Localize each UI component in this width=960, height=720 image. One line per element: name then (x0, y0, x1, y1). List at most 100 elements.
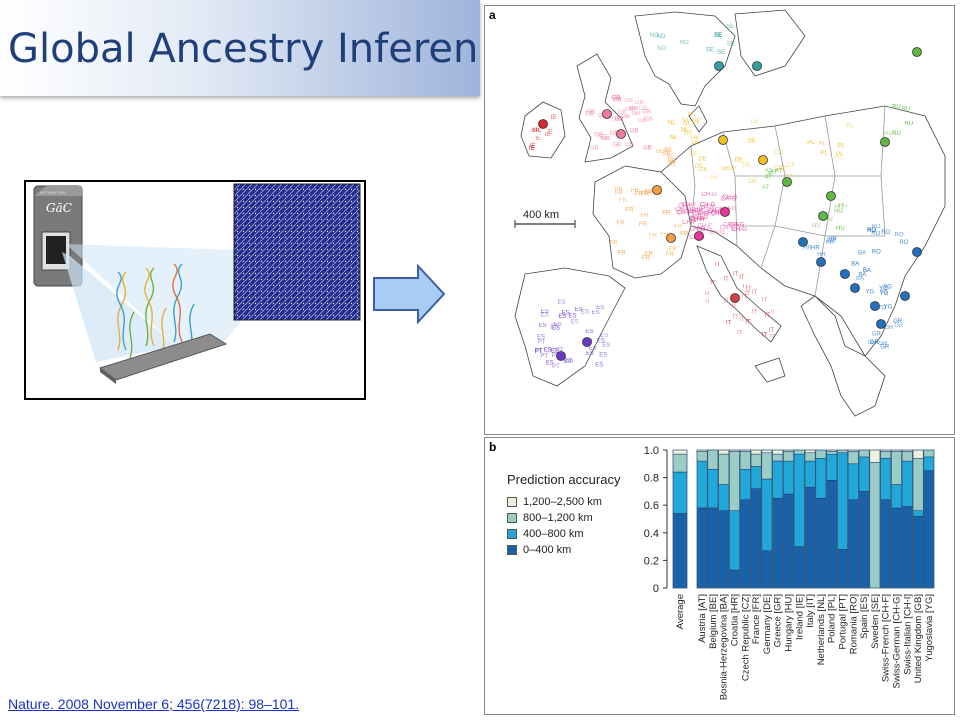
map-sample-label: NL (668, 121, 676, 127)
map-sample-label: IT (742, 294, 748, 300)
map-sample-label: IT (733, 271, 739, 277)
map-centroid-dot (714, 61, 724, 71)
map-sample-label: RO (872, 224, 881, 230)
map-sample-label: IT (745, 320, 751, 326)
map-sample-label: BA (863, 268, 871, 274)
map-sample-label: AT (770, 169, 778, 175)
scale-bar: 400 km (514, 209, 576, 228)
map-sample-label: GB (639, 106, 648, 112)
x-category-label: Ireland [IE] (794, 594, 805, 640)
map-sample-label: DE (728, 166, 736, 172)
bar-segment (837, 449, 848, 454)
map-sample-label: CH-G (722, 195, 738, 201)
map-sample-label: ES (586, 351, 594, 357)
map-sample-label: GB (610, 131, 619, 137)
map-sample-label: NL (681, 128, 689, 134)
map-sample-label: CH-G (707, 209, 723, 215)
map-sample-label: DE (692, 140, 700, 146)
map-sample-label: DE (692, 119, 700, 125)
map-sample-label: HR (827, 239, 836, 245)
map-sample-label: IT (762, 332, 768, 338)
europe-map-panel: a (484, 5, 955, 435)
map-sample-label: IT (724, 299, 730, 305)
bar-segment (707, 449, 719, 470)
bar-frame (912, 449, 924, 589)
map-centroid-dot (752, 61, 762, 71)
map-sample-label: IT (739, 317, 745, 323)
map-sample-label: GB (615, 116, 624, 122)
map-sample-label: HU (824, 217, 833, 223)
bar-segment (901, 460, 913, 507)
x-category-label: United Kingdom [GB] (913, 594, 924, 683)
map-sample-label: FR (619, 198, 628, 204)
chip-text: GāC (46, 201, 72, 215)
bar-frame (815, 449, 827, 589)
bar-segment (761, 452, 773, 480)
map-sample-label: HR (828, 236, 837, 242)
map-sample-label: FR (662, 210, 671, 216)
legend-swatch (507, 513, 517, 523)
map-sample-label: BE (667, 154, 675, 160)
bar-frame (672, 449, 688, 589)
title-band: Global Ancestry Inferen (0, 0, 480, 96)
x-category-label: Yugoslavia [YG] (924, 594, 935, 662)
y-tick-label: 1.0 (644, 445, 659, 457)
map-sample-label: RO (895, 233, 904, 239)
map-sample-label: IT (770, 309, 776, 315)
map-sample-label: YG (884, 305, 893, 311)
map-centroid-dot (556, 351, 566, 361)
panel-b-label: b (489, 440, 497, 454)
bar-segment (729, 569, 740, 589)
map-sample-label: ES (550, 325, 558, 331)
legend-item-800-1200: 800–1,200 km (507, 512, 593, 524)
map-sample-label: ES (546, 361, 554, 367)
map-centroid-dot (826, 191, 836, 201)
map-sample-label: IE (545, 132, 551, 138)
chip-cartridge: AFFYMETRIX GāC (33, 185, 83, 287)
map-sample-label: CH-G (702, 192, 718, 198)
map-sample-label: ES (569, 314, 577, 320)
bar-segment (718, 484, 730, 511)
bar-segment (912, 515, 924, 589)
bar-segment (783, 460, 794, 495)
map-sample-label: IE (530, 144, 536, 150)
x-category-label: Greece [GR] (773, 594, 784, 647)
map-sample-label: IE (534, 127, 540, 133)
map-sample-label: IT (739, 275, 745, 281)
map-centroid-dot (840, 269, 850, 279)
x-category-label: Bosnia-Herzegovina [BA] (719, 594, 730, 700)
map-sample-label: RO (899, 240, 908, 246)
map-sample-label: FR (645, 251, 654, 257)
bar-segment (847, 499, 859, 589)
map-sample-label: DE (735, 158, 743, 164)
bar-segment (750, 449, 762, 455)
map-sample-label: DE (699, 167, 707, 173)
map-sample-label: CZ (775, 166, 783, 172)
bar-frame (696, 449, 708, 589)
map-sample-label: ES (541, 309, 549, 315)
map-sample-label: IT (705, 299, 711, 305)
map-sample-label: FR (641, 191, 650, 197)
bar-segment (826, 453, 838, 481)
map-sample-label: ES (599, 353, 607, 359)
map-sample-label: IT (726, 321, 732, 327)
map-sample-label: IT (732, 303, 738, 309)
map-centroid-dot (850, 283, 860, 293)
bar-segment (729, 510, 740, 571)
slide-title: Global Ancestry Inferen (8, 26, 478, 72)
map-sample-label: IT (737, 330, 743, 336)
bar-segment (772, 449, 784, 455)
citation-link[interactable]: Nature. 2008 November 6; 456(7218): 98–1… (8, 696, 300, 712)
map-sample-label: IT (752, 290, 758, 296)
map-sample-label: ES (589, 346, 597, 352)
y-tick-label: 0.4 (644, 528, 659, 540)
map-centroid-dot (652, 185, 662, 195)
map-sample-label: CH-G (709, 230, 725, 236)
map-sample-label: RU (892, 131, 901, 137)
bar-frame (729, 449, 740, 589)
map-centroid-dot (870, 301, 880, 311)
legend-title: Prediction accuracy (507, 472, 621, 487)
bar-frame (901, 449, 913, 589)
map-sample-label: IT (746, 287, 752, 293)
bar-frame (880, 449, 892, 589)
